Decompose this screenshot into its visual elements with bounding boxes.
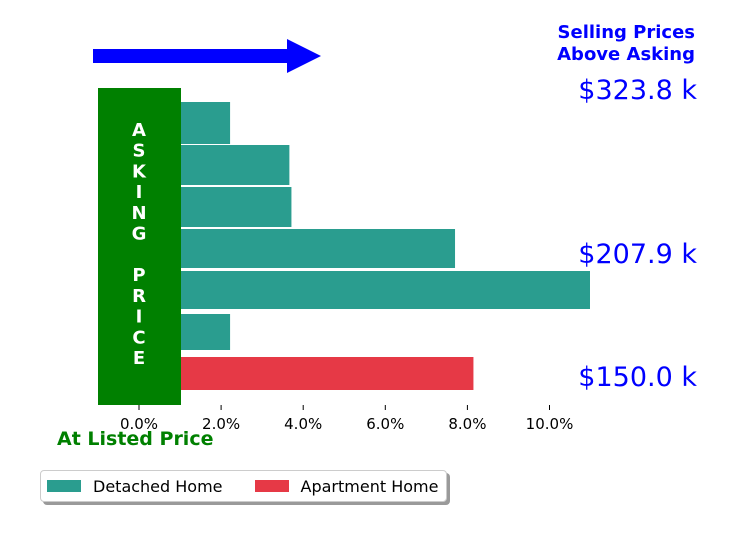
detached-bar-6: [181, 314, 231, 350]
legend: Detached Home Apartment Home: [40, 470, 448, 502]
legend-item-apartment: Apartment Home: [254, 476, 439, 496]
asking-letter: I: [136, 307, 143, 328]
asking-price-box: [98, 88, 181, 405]
detached-bar-4: [181, 229, 456, 268]
arrow-right-icon: [93, 39, 321, 73]
detached-bar-2: [181, 145, 290, 185]
x-tick-label: 8.0%: [448, 415, 486, 433]
asking-letter: P: [132, 265, 145, 286]
bars-group: [181, 102, 590, 390]
above-asking-title-line: Above Asking: [557, 44, 695, 65]
x-tick-label: 10.0%: [526, 415, 574, 433]
asking-letter: E: [133, 348, 145, 369]
price-label-high: $323.8 k: [578, 75, 697, 106]
price-label-low: $150.0 k: [578, 362, 697, 393]
listed-price-title: At Listed Price: [57, 428, 213, 450]
asking-letter: C: [132, 327, 145, 348]
detached-bar-3: [181, 187, 292, 227]
legend-label-detached: Detached Home: [93, 476, 223, 496]
x-tick-label: 6.0%: [366, 415, 404, 433]
above-asking-title: Selling Prices Above Asking: [557, 22, 695, 65]
x-tick-label: 4.0%: [284, 415, 322, 433]
detached-bar-5: [181, 271, 590, 309]
legend-swatch-apartment: [254, 480, 289, 492]
x-axis: 0.0% 2.0% 4.0% 6.0% 8.0% 10.0%: [120, 405, 573, 433]
asking-letter: R: [132, 286, 146, 307]
asking-letter: I: [136, 182, 143, 203]
legend-label-apartment: Apartment Home: [300, 476, 439, 496]
legend-swatch-detached: [47, 480, 81, 492]
asking-letter: N: [131, 203, 146, 224]
x-tick-label: 0.0%: [120, 415, 158, 433]
apartment-bar-1: [181, 357, 474, 390]
asking-letter: K: [132, 161, 147, 182]
detached-bar-1: [181, 102, 231, 144]
asking-letter: A: [132, 120, 146, 141]
x-tick-label: 2.0%: [202, 415, 240, 433]
asking-letter: S: [133, 141, 146, 162]
legend-item-detached: Detached Home: [47, 477, 223, 496]
asking-letter: G: [132, 224, 147, 245]
above-asking-title-line: Selling Prices: [558, 22, 695, 43]
price-label-mid: $207.9 k: [578, 239, 697, 270]
